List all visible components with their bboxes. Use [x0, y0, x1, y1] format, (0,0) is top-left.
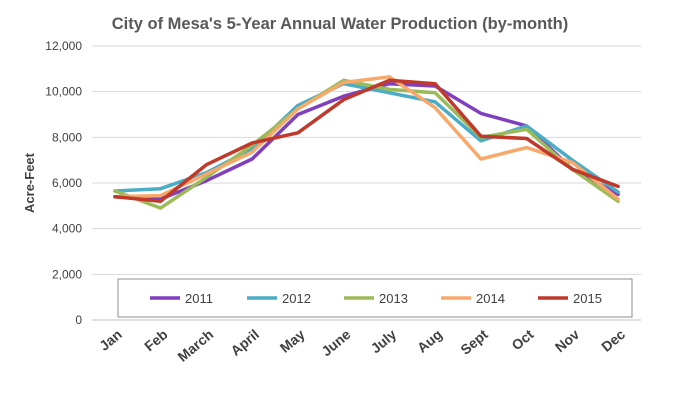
y-tick-label: 10,000	[45, 85, 82, 99]
y-axis-ticks: 0 2,000 4,000 6,000 8,000 10,000 12,000	[45, 39, 82, 327]
series-line-2013	[113, 78, 620, 210]
x-tick-label: Dec	[598, 326, 628, 355]
legend-label: 2014	[476, 291, 505, 306]
x-tick-label: Jan	[96, 326, 125, 354]
legend-label: 2015	[573, 291, 602, 306]
x-tick-label: Sept	[457, 326, 491, 358]
y-tick-label: 4,000	[52, 222, 82, 236]
x-tick-label: Aug	[414, 326, 445, 356]
legend-label: 2013	[379, 291, 408, 306]
legend-label: 2011	[185, 291, 213, 306]
series-line-2014	[113, 75, 620, 201]
x-tick-label: April	[227, 326, 262, 359]
series-line-2015	[113, 78, 620, 204]
x-tick-label: Nov	[552, 326, 583, 355]
chart-title: City of Mesa's 5-Year Annual Water Produ…	[112, 15, 569, 33]
y-tick-label: 12,000	[45, 39, 82, 53]
x-tick-label: March	[174, 326, 216, 365]
series-lines	[113, 75, 620, 210]
x-tick-label: July	[368, 326, 400, 356]
x-tick-label: June	[318, 326, 353, 359]
legend: 2011 2012 2013 2014 2015	[117, 278, 633, 318]
y-tick-label: 2,000	[52, 267, 82, 281]
y-axis-label: Acre-Feet	[22, 152, 37, 213]
y-tick-label: 8,000	[52, 130, 82, 144]
x-tick-label: Feb	[141, 326, 170, 354]
y-tick-label: 0	[75, 313, 82, 327]
y-tick-label: 6,000	[52, 176, 82, 190]
x-axis-ticks: Jan Feb March April May June July Aug Sept Oct Nov…	[96, 326, 628, 365]
x-tick-label: May	[277, 326, 308, 356]
x-tick-label: Oct	[508, 326, 536, 353]
legend-label: 2012	[282, 291, 311, 306]
